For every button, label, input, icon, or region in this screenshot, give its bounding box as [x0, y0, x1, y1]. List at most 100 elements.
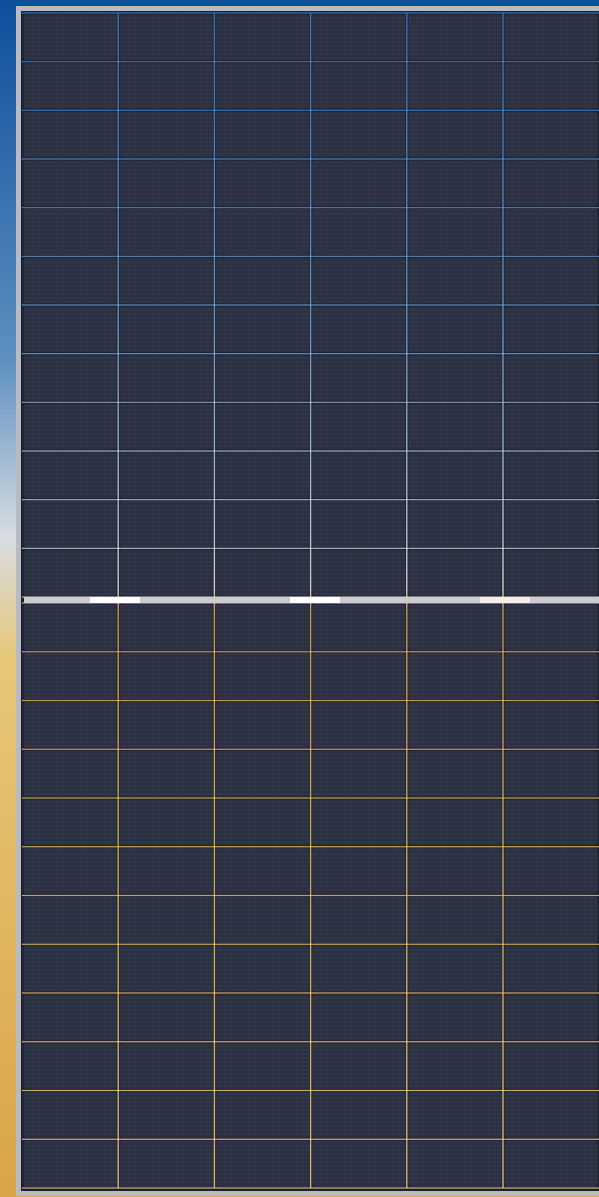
cell: [504, 1043, 598, 1089]
cell: [23, 549, 117, 596]
cell: [504, 549, 598, 596]
cell: [215, 306, 310, 353]
cell: [119, 1140, 213, 1187]
cell: [408, 1140, 502, 1187]
cell: [504, 257, 598, 304]
cell: [23, 897, 117, 943]
cell: [312, 945, 406, 992]
cell: [119, 111, 213, 158]
cell: [23, 452, 117, 499]
cell: [408, 306, 502, 353]
cell: [312, 501, 406, 547]
cell: [23, 1092, 117, 1138]
cell: [408, 653, 502, 699]
cell: [408, 209, 502, 255]
cell: [312, 111, 406, 158]
cell: [408, 945, 502, 992]
cell: [408, 501, 502, 547]
cell: [23, 501, 117, 547]
cell: [312, 604, 406, 651]
cell: [215, 14, 310, 61]
cell: [119, 452, 213, 499]
cell: [215, 1092, 310, 1138]
cell: [119, 750, 213, 797]
cell: [119, 549, 213, 596]
cell: [504, 63, 598, 109]
cell: [119, 848, 213, 894]
cell: [215, 1043, 310, 1089]
cell: [312, 1092, 406, 1138]
cells: [23, 14, 598, 1187]
cell: [312, 355, 406, 401]
cell: [23, 653, 117, 699]
cell: [119, 160, 213, 207]
cell: [504, 945, 598, 992]
cell: [119, 14, 213, 61]
cell: [504, 848, 598, 894]
cell: [408, 403, 502, 450]
cell: [504, 994, 598, 1041]
cell: [119, 994, 213, 1041]
cell: [23, 702, 117, 748]
cell: [23, 355, 117, 401]
cell: [312, 1043, 406, 1089]
cell: [215, 945, 310, 992]
cell: [215, 750, 310, 797]
cell: [215, 653, 310, 699]
cell: [312, 1140, 406, 1187]
cell: [504, 1092, 598, 1138]
cell: [23, 848, 117, 894]
cell: [312, 799, 406, 846]
cell: [408, 1043, 502, 1089]
cell: [119, 501, 213, 547]
cell: [23, 994, 117, 1041]
cell: [119, 209, 213, 255]
cell: [119, 945, 213, 992]
junction-highlight: [290, 597, 340, 603]
cell: [215, 452, 310, 499]
cell: [504, 501, 598, 547]
busbars: [22, 12, 599, 1189]
cell: [312, 14, 406, 61]
cell: [23, 111, 117, 158]
cell: [312, 209, 406, 255]
cell: [504, 604, 598, 651]
cell: [504, 702, 598, 748]
cell: [119, 1043, 213, 1089]
cell: [215, 355, 310, 401]
cell: [408, 750, 502, 797]
cell: [312, 897, 406, 943]
cell: [23, 1043, 117, 1089]
cell: [215, 160, 310, 207]
cell: [119, 306, 213, 353]
cell: [312, 750, 406, 797]
cell: [23, 257, 117, 304]
cell: [119, 604, 213, 651]
cell: [504, 750, 598, 797]
cell: [119, 1092, 213, 1138]
cell: [215, 799, 310, 846]
cell: [408, 14, 502, 61]
cell: [119, 799, 213, 846]
cell: [504, 897, 598, 943]
cell: [504, 799, 598, 846]
cell: [504, 111, 598, 158]
cell: [408, 1092, 502, 1138]
cell: [504, 14, 598, 61]
cell: [504, 306, 598, 353]
cell: [312, 653, 406, 699]
cell: [215, 702, 310, 748]
cell: [119, 653, 213, 699]
cell: [312, 848, 406, 894]
cell: [408, 257, 502, 304]
cell: [408, 702, 502, 748]
cell: [408, 604, 502, 651]
cell: [504, 1140, 598, 1187]
cell: [408, 549, 502, 596]
cell: [312, 994, 406, 1041]
cell: [408, 63, 502, 109]
cell: [23, 209, 117, 255]
cell: [408, 799, 502, 846]
cell: [408, 111, 502, 158]
